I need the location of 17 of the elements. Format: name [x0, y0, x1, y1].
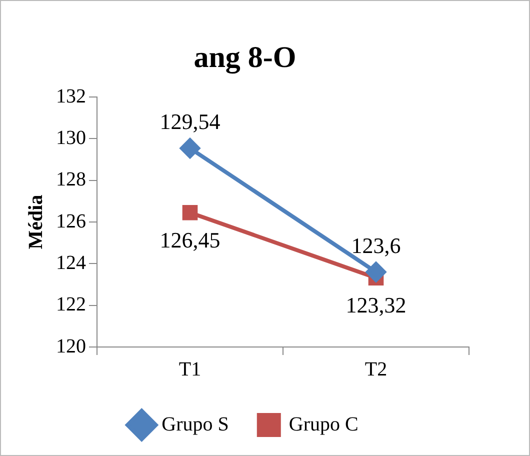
data-label: 129,54 — [160, 109, 220, 134]
x-tick-label: T1 — [178, 358, 202, 380]
y-tick-label: 132 — [56, 85, 86, 108]
y-tick-label: 130 — [56, 126, 86, 149]
y-tick-label: 126 — [56, 210, 86, 232]
y-axis-title: Média — [25, 194, 48, 250]
y-tick-label: 128 — [56, 168, 86, 191]
chart-title: ang 8-O — [194, 40, 296, 74]
data-label: 123,6 — [351, 232, 401, 258]
y-tick-label: 120 — [56, 335, 86, 358]
data-label: 123,32 — [346, 292, 406, 318]
data-label: 126,45 — [160, 227, 220, 252]
y-tick-label: 122 — [56, 294, 86, 316]
legend-label: Grupo S — [162, 413, 229, 436]
legend-label: Grupo C — [288, 413, 358, 436]
x-tick-label: T2 — [364, 358, 388, 380]
y-tick-label: 124 — [56, 252, 86, 274]
